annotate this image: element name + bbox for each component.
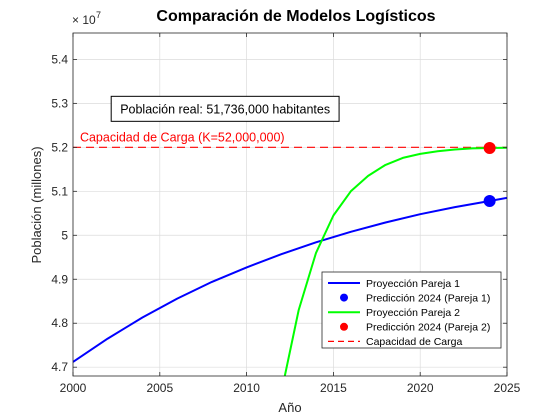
- legend: Proyección Pareja 1 Predicción 2024 (Pare…: [321, 271, 502, 349]
- real-population-text: Población real: 51,736,000 habitantes: [120, 102, 330, 116]
- legend-entry: Predicción 2024 (Pareja 1): [340, 292, 490, 304]
- legend-swatch-marker: [340, 322, 348, 331]
- x-tick-label: 2020: [407, 381, 434, 395]
- series-line-2: [283, 146, 507, 376]
- series-line-1: [73, 196, 507, 363]
- legend-entry: Capacidad de Carga: [328, 336, 462, 348]
- y-tick-label: 5.1: [51, 184, 68, 198]
- legend-label: Proyección Pareja 1: [366, 278, 460, 290]
- prediction-marker-1: [483, 194, 496, 207]
- legend-entry: Predicción 2024 (Pareja 2): [340, 322, 490, 334]
- series-layer: [73, 141, 507, 376]
- legend-label: Proyección Pareja 2: [366, 307, 460, 319]
- annotation-layer: Población real: 51,736,000 habitantes Cap…: [80, 95, 340, 144]
- x-axis-label: Año: [278, 400, 301, 415]
- y-exponent-label: × 10 7: [72, 10, 101, 27]
- x-tick-label: 2005: [146, 381, 173, 395]
- legend-box: [321, 271, 502, 349]
- prediction-marker-2: [483, 141, 496, 154]
- y-tick-label: 4.8: [51, 316, 68, 330]
- y-tick-label: 5.2: [51, 140, 68, 154]
- real-population-frame: [110, 95, 340, 122]
- x-tick-label: 2000: [60, 381, 87, 395]
- legend-swatch-marker: [340, 293, 348, 302]
- legend-entry: Proyección Pareja 2: [328, 307, 460, 319]
- y-tick-label: 5: [61, 228, 68, 242]
- x-tick-label: 2010: [233, 381, 260, 395]
- y-tick-label: 4.7: [51, 360, 68, 374]
- grid-lines: [72, 33, 508, 376]
- x-tick-label: 2025: [494, 381, 521, 395]
- real-population-box: Población real: 51,736,000 habitantes: [110, 95, 340, 122]
- chart-title: Comparación de Modelos Logísticos: [156, 8, 435, 25]
- y-axis-label: Población (millones): [29, 146, 44, 263]
- capacity-label: Capacidad de Carga (K=52,000,000): [80, 130, 285, 144]
- y-exponent-power: 7: [96, 10, 101, 20]
- legend-label: Capacidad de Carga: [366, 336, 462, 348]
- legend-entry: Proyección Pareja 1: [328, 278, 460, 290]
- legend-label: Predicción 2024 (Pareja 2): [366, 322, 490, 334]
- plot-frame: [72, 32, 508, 377]
- legend-label: Predicción 2024 (Pareja 1): [366, 292, 490, 304]
- y-tick-label: 5.3: [51, 96, 68, 110]
- x-tick-label: 2015: [320, 381, 347, 395]
- y-exponent-base: × 10: [72, 13, 96, 27]
- y-tick-label: 5.4: [51, 52, 68, 66]
- axis-ticks: 2000 2005 2010 2015 2020 2025 4.7 4.8 4.9 5 5.1 5.2…: [51, 33, 521, 395]
- y-tick-label: 4.9: [51, 272, 68, 286]
